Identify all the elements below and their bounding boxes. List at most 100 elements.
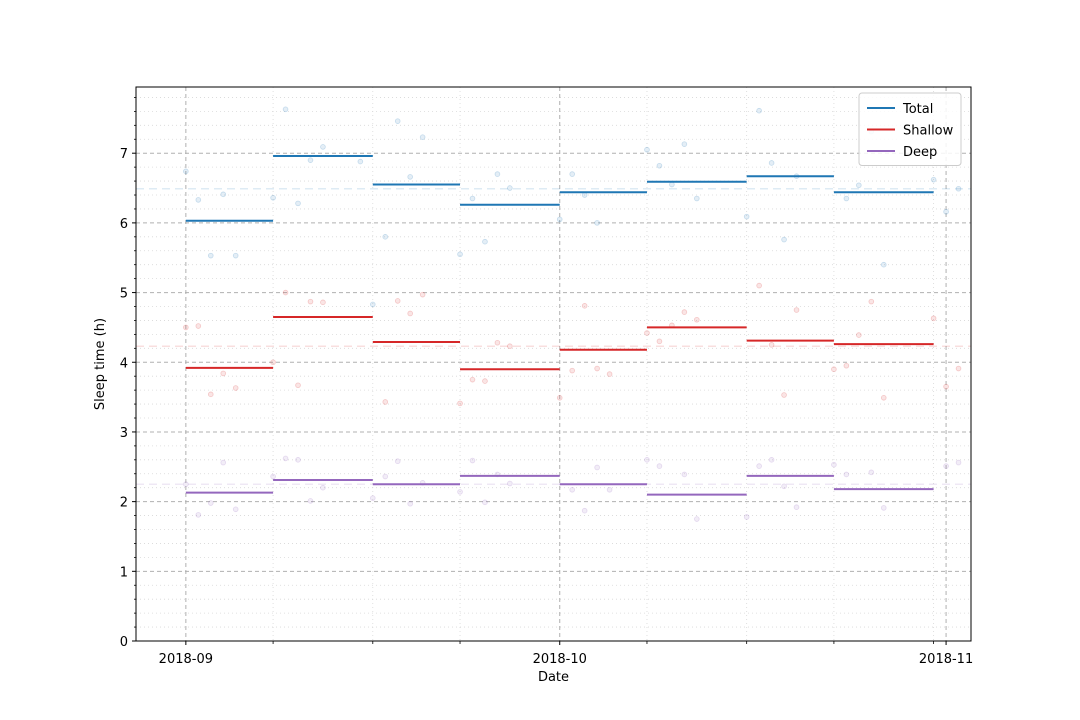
total-point [556,216,563,223]
shallow-point [856,332,862,338]
shallow-point [482,378,488,384]
axis-ticks: 0 1 2 3 4 5 6 7 2018-09 2018-10 2018-11 [120,97,973,667]
deep-point [594,464,600,471]
total-point [369,301,376,308]
shallow-point [457,400,463,407]
total-point [394,118,401,124]
total-point [594,220,600,226]
shallow-point [469,376,476,383]
total-point [295,200,301,207]
x-axis-label: Date [538,670,569,685]
plot-frame [135,86,972,642]
deep-point [943,463,949,469]
shallow-point [943,383,949,390]
legend-label-deep: Deep [903,145,937,160]
total-point [644,146,650,153]
deep-point [195,512,202,518]
shallow-point [781,392,787,398]
shallow-point [183,324,189,331]
total-point [681,141,688,147]
shallow-point [394,298,401,304]
deep-point [581,507,588,514]
shallow-point [880,394,887,401]
deep-point [694,516,700,522]
deep-point [507,480,513,487]
shallow-point [556,394,563,401]
y-tick-label: 1 [120,565,128,580]
total-point [743,213,750,220]
y-tick-label: 2 [120,496,128,511]
total-point [669,181,675,188]
total-point [469,195,476,202]
deep-point [831,461,837,468]
deep-point [843,471,850,478]
total-point [756,107,762,114]
total-point [195,197,202,203]
shallow-point [756,282,762,289]
shallow-point [407,310,413,317]
shallow-point [282,289,289,296]
shallow-point [507,343,513,350]
shallow-point [606,371,613,377]
total-point [930,176,937,183]
shallow-point [307,298,314,305]
y-tick-label: 3 [120,426,128,441]
total-point [694,195,700,202]
shallow-point [270,359,276,366]
x-tick-label: 2018-11 [919,652,973,667]
total-point [955,185,962,192]
shallow-point [195,323,202,329]
mean-lines [136,187,971,485]
deep-point [183,481,189,488]
shallow-point [656,338,663,345]
y-tick-label: 6 [120,217,128,232]
total-point [482,238,488,245]
deep-point [656,463,663,469]
legend-box [858,92,962,166]
deep-point [270,473,276,480]
total-point [382,234,389,240]
shallow-point [207,391,214,398]
deep-point [207,500,214,506]
deep-point [394,458,401,465]
shallow-point [681,309,688,315]
deep-point [868,469,875,476]
shallow-point [955,365,962,372]
deep-point [955,459,962,466]
shallow-point [232,385,239,391]
total-point [207,252,214,259]
deep-point [307,498,314,504]
shallow-point [843,362,850,369]
deep-point [457,489,463,495]
deep-point [232,506,239,513]
deep-point [880,505,887,511]
total-point [880,261,887,268]
deep-point [382,473,389,480]
shallow-point [793,307,800,313]
grid [136,87,971,642]
legend-label-total: Total [902,102,933,117]
deep-point [756,463,762,469]
total-point [282,106,289,113]
deep-point [781,483,787,490]
total-point [407,174,413,180]
total-point [220,191,227,198]
shallow-point [831,366,837,373]
deep-point [681,471,688,478]
total-point [843,195,850,202]
deep-point [295,457,301,463]
total-point [357,158,364,165]
deep-point [482,499,488,506]
legend-label-shallow: Shallow [903,124,954,139]
shallow-point [868,298,875,305]
total-point [943,208,949,215]
y-tick-label: 4 [120,356,128,371]
total-point [656,162,663,169]
deep-point [644,457,650,463]
total-point [270,195,276,201]
x-tick-label: 2018-09 [159,652,213,667]
deep-point [793,504,800,511]
y-tick-label: 5 [120,287,128,302]
shallow-point [930,315,937,322]
